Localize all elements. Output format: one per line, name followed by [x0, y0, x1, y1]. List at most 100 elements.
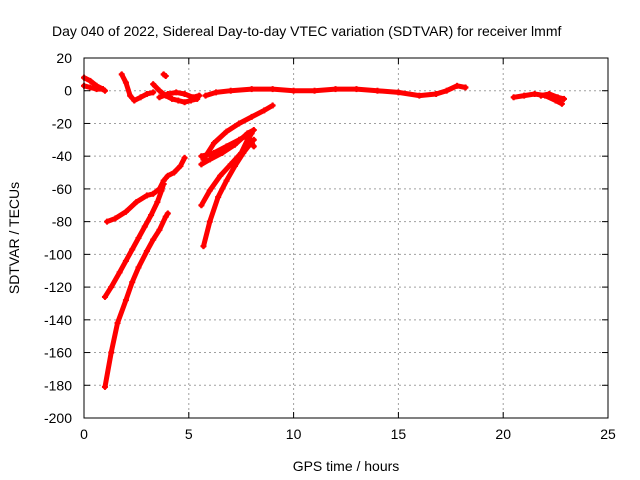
data-point [93, 86, 100, 93]
x-tick-label: 5 [185, 426, 193, 442]
data-point [213, 89, 220, 96]
data-point [160, 181, 167, 187]
data-point [353, 86, 360, 93]
series-track-12 [201, 137, 257, 249]
data-point [443, 87, 450, 94]
data-point [250, 127, 257, 133]
series-track-9 [104, 155, 188, 225]
data-point [560, 95, 567, 102]
series-track-1 [81, 83, 106, 92]
y-tick-label: -60 [52, 181, 72, 197]
data-point [99, 86, 106, 93]
data-point [104, 218, 111, 225]
y-tick-label: -40 [52, 148, 72, 164]
data-point [210, 149, 217, 156]
x-tick-label: 10 [286, 426, 302, 442]
series-track-8 [538, 91, 567, 102]
data-point [175, 97, 182, 104]
data-point [206, 218, 213, 225]
chart-title: Day 040 of 2022, Sidereal Day-to-day VTE… [52, 23, 561, 39]
data-point [196, 92, 203, 99]
data-point [114, 320, 121, 327]
data-point [158, 187, 165, 194]
data-point [223, 143, 230, 150]
data-point [164, 172, 171, 179]
data-point [156, 226, 163, 233]
data-point [227, 161, 234, 168]
data-point [210, 140, 217, 147]
data-point [108, 284, 115, 291]
data-point [173, 89, 180, 96]
data-point [143, 248, 150, 255]
y-tick-label: -160 [44, 345, 72, 361]
plot-frame [83, 57, 609, 419]
data-point [269, 102, 276, 109]
data-point [171, 169, 178, 176]
data-point [108, 349, 115, 356]
data-point [198, 202, 205, 209]
data-point [454, 82, 461, 89]
data-point [332, 86, 339, 93]
data-point [141, 223, 148, 230]
data-point [206, 156, 213, 163]
series-layer [81, 71, 567, 390]
data-point [227, 87, 234, 94]
data-point [261, 107, 268, 114]
data-point [116, 269, 123, 276]
data-point [118, 71, 125, 78]
data-point [154, 199, 161, 205]
data-point [290, 87, 297, 94]
data-point [164, 91, 171, 97]
data-point [162, 213, 169, 220]
data-point [236, 136, 243, 143]
y-tick-label: -120 [44, 279, 72, 295]
y-tick-label: -180 [44, 377, 72, 393]
data-point [248, 113, 255, 120]
data-point [223, 177, 230, 184]
data-point [129, 279, 136, 286]
data-point [156, 94, 163, 101]
data-point [150, 81, 157, 88]
data-point [143, 192, 150, 199]
data-point [162, 73, 169, 79]
data-point [236, 120, 243, 127]
data-point [150, 190, 157, 197]
series-track-6 [203, 83, 468, 99]
y-tick-label: 0 [64, 83, 72, 99]
data-point [101, 293, 108, 300]
data-point [150, 236, 157, 243]
data-point [206, 187, 213, 194]
y-tick-label: -100 [44, 246, 72, 262]
data-point [150, 89, 157, 96]
data-point [181, 99, 188, 106]
data-point [238, 149, 245, 156]
data-point [433, 91, 440, 97]
data-point [537, 92, 544, 99]
data-point [223, 128, 230, 135]
data-point [87, 84, 94, 91]
data-point [181, 154, 188, 161]
data-point [189, 94, 196, 101]
data-point [122, 79, 129, 86]
data-point [244, 131, 251, 138]
data-point [374, 87, 381, 94]
data-point [269, 86, 276, 93]
data-point [137, 94, 144, 101]
data-point [217, 172, 224, 179]
data-point [521, 92, 528, 99]
grid-layer [84, 58, 608, 418]
data-point [164, 210, 171, 217]
data-point [215, 194, 222, 201]
x-tick-label: 0 [80, 426, 88, 442]
data-point [112, 215, 119, 222]
data-point [122, 297, 129, 304]
series-track-2 [119, 71, 156, 103]
data-point [127, 92, 134, 99]
data-point [169, 95, 176, 102]
y-tick-label: -20 [52, 115, 72, 131]
data-point [248, 86, 255, 93]
y-axis-label: SDTVAR / TECUs [6, 182, 22, 294]
data-point [148, 212, 155, 219]
data-point [122, 257, 129, 264]
